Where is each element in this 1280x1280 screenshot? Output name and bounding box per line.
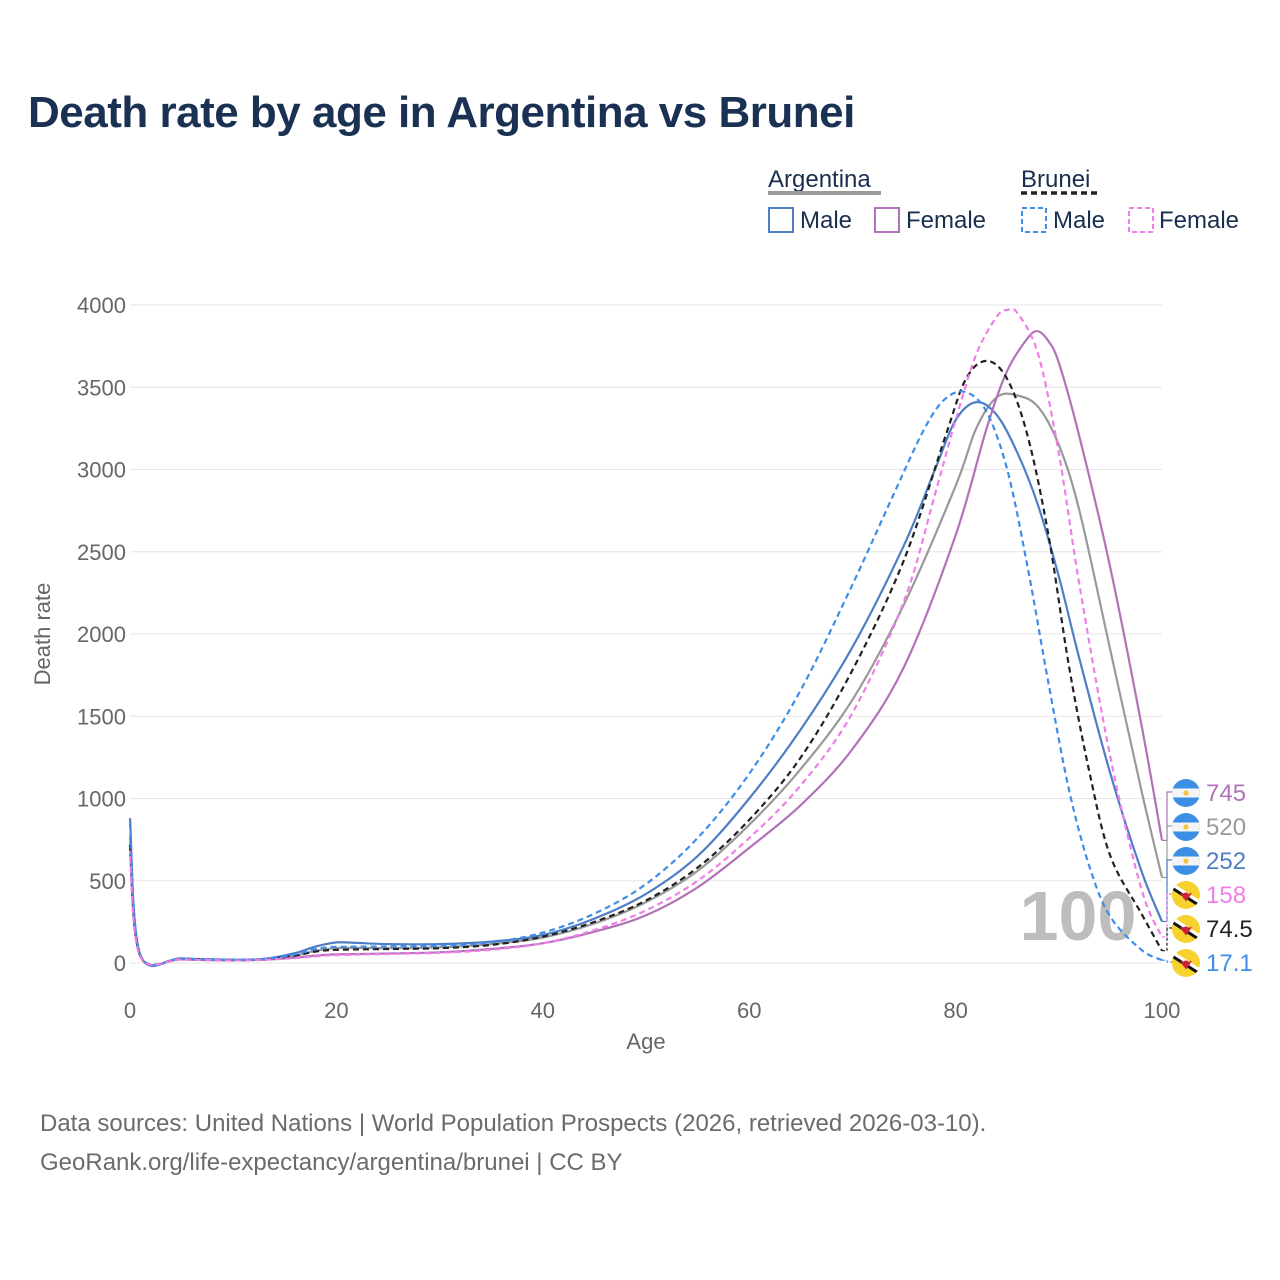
brunei-flag-icon xyxy=(1172,915,1200,943)
legend-swatch-brunei-female[interactable] xyxy=(1128,207,1154,233)
grid xyxy=(130,304,1162,964)
end-connector xyxy=(1162,959,1172,963)
end-connector xyxy=(1162,859,1172,923)
argentina-flag-icon xyxy=(1172,813,1200,841)
x-tick-label: 60 xyxy=(737,998,761,1023)
end-connector xyxy=(1162,893,1172,938)
series-lines xyxy=(128,307,1164,968)
end-connector xyxy=(1162,825,1172,879)
argentina-flag-icon xyxy=(1172,779,1200,807)
legend-label-argentina-male: Male xyxy=(800,207,852,234)
y-tick-label: 3000 xyxy=(77,458,126,483)
end-markers: 745 520 252 158 74.5 17.1 xyxy=(1162,779,1253,977)
series-line-brunei-male[interactable] xyxy=(128,390,1163,967)
series-line-brunei-female[interactable] xyxy=(128,307,1164,967)
chart-title: Death rate by age in Argentina vs Brunei xyxy=(28,88,855,137)
source-note: Data sources: United Nations | World Pop… xyxy=(40,1110,987,1137)
y-tick-label: 500 xyxy=(89,869,126,894)
argentina-flag-icon xyxy=(1172,847,1200,875)
legend: Argentina Brunei Male Female Male Female xyxy=(768,166,1239,234)
end-connector xyxy=(1162,791,1172,841)
y-tick-label: 2000 xyxy=(77,622,126,647)
legend-label-brunei-female: Female xyxy=(1159,207,1239,234)
series-line-argentina-total[interactable] xyxy=(128,392,1164,967)
y-tick-label: 0 xyxy=(114,951,126,976)
y-tick-label: 2500 xyxy=(77,540,126,565)
x-tick-label: 80 xyxy=(943,998,967,1023)
series-line-argentina-male[interactable] xyxy=(128,400,1164,968)
footer: Data sources: United Nations | World Pop… xyxy=(40,1104,986,1182)
source-link[interactable]: GeoRank.org/life-expectancy/argentina/br… xyxy=(40,1149,623,1176)
end-value-label: 17.1 xyxy=(1206,950,1253,977)
y-tick-label: 1500 xyxy=(77,704,126,729)
y-tick-label: 4000 xyxy=(77,293,126,318)
y-tick-label: 3500 xyxy=(77,375,126,400)
x-axis-label: Age xyxy=(626,1029,665,1054)
y-tick-label: 1000 xyxy=(77,787,126,812)
series-line-argentina-female[interactable] xyxy=(128,330,1164,967)
end-value-label: 158 xyxy=(1206,882,1246,909)
legend-label-argentina-female: Female xyxy=(906,207,986,234)
age-marker: 100 xyxy=(1020,877,1137,955)
brunei-flag-icon xyxy=(1172,881,1200,909)
legend-group-argentina: Argentina xyxy=(768,166,871,193)
end-value-label: 74.5 xyxy=(1206,916,1253,943)
legend-swatch-argentina-male[interactable] xyxy=(768,207,794,233)
legend-swatch-brunei-male[interactable] xyxy=(1021,207,1047,233)
end-value-label: 252 xyxy=(1206,848,1246,875)
brunei-flag-icon xyxy=(1172,949,1200,977)
x-tick-label: 0 xyxy=(124,998,136,1023)
x-tick-label: 20 xyxy=(324,998,348,1023)
x-tick-label: 100 xyxy=(1144,998,1181,1023)
end-connector xyxy=(1162,927,1172,952)
legend-swatch-argentina-female[interactable] xyxy=(874,207,900,233)
series-line-brunei-total[interactable] xyxy=(128,359,1163,966)
end-value-label: 520 xyxy=(1206,814,1246,841)
y-axis-label: Death rate xyxy=(30,583,55,686)
legend-group-brunei: Brunei xyxy=(1021,166,1090,193)
end-value-label: 745 xyxy=(1206,780,1246,807)
legend-label-brunei-male: Male xyxy=(1053,207,1105,234)
x-tick-label: 40 xyxy=(531,998,555,1023)
axes: 0 500 1000 1500 2000 2500 3000 3500 4000 0 20 40 60 8… xyxy=(30,293,1180,1054)
